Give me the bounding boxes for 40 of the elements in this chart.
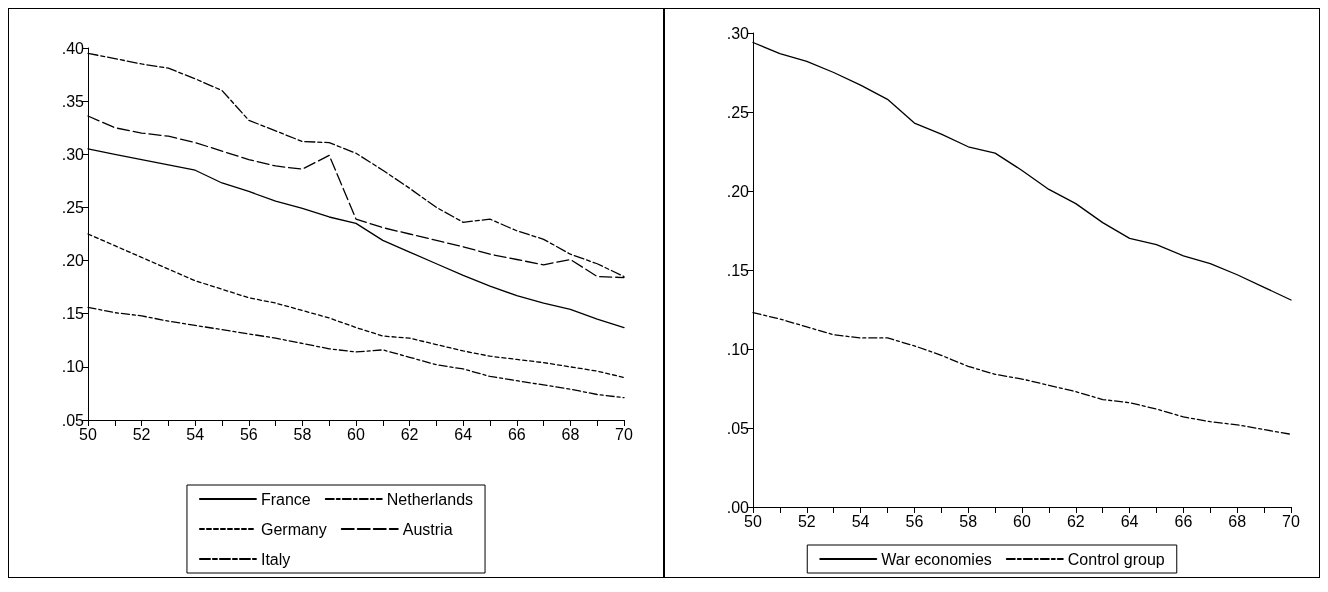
x-tick-label: 52 (797, 512, 816, 530)
x-tick-label: 58 (293, 425, 312, 443)
x-tick-label: 56 (905, 512, 924, 530)
y-tick-label: .20 (726, 182, 750, 200)
y-tick-label: .20 (61, 252, 85, 270)
x-tick-label: 60 (347, 425, 365, 443)
x-tick-label: 64 (1120, 512, 1139, 530)
x-tick-label: 60 (1013, 512, 1031, 530)
y-tick-label: .30 (726, 24, 750, 42)
x-tick-label: 64 (454, 425, 473, 443)
y-tick-label: .25 (726, 103, 750, 121)
x-tick-label: 70 (615, 425, 633, 443)
y-tick-label: .15 (61, 305, 85, 323)
y-tick-label: .40 (61, 39, 85, 57)
y-tick-label: .30 (61, 145, 85, 163)
y-tick-label: .35 (61, 92, 85, 110)
legend-label: Austria (402, 520, 453, 538)
x-tick-label: 66 (1174, 512, 1193, 530)
y-tick-label: .10 (61, 358, 85, 376)
legend-label: France (260, 490, 311, 508)
x-tick-label: 62 (400, 425, 419, 443)
x-tick-label: 56 (239, 425, 258, 443)
x-tick-label: 54 (186, 425, 205, 443)
x-tick-label: 62 (1066, 512, 1085, 530)
y-tick-label: .25 (61, 198, 85, 216)
legend-label: War economies (881, 550, 992, 568)
legend-label: Control group (1067, 550, 1165, 568)
x-tick-label: 68 (561, 425, 580, 443)
legend-label: Netherlands (386, 490, 474, 508)
x-tick-label: 68 (1228, 512, 1247, 530)
x-tick-label: 58 (959, 512, 978, 530)
x-tick-label: 70 (1282, 512, 1300, 530)
legend-label: Italy (260, 550, 291, 568)
y-tick-label: .05 (726, 419, 750, 437)
y-tick-label: .10 (726, 340, 750, 358)
legend-label: Germany (260, 520, 327, 538)
x-tick-label: 54 (851, 512, 870, 530)
x-tick-label: 52 (132, 425, 151, 443)
y-tick-label: .15 (726, 261, 750, 279)
x-tick-label: 66 (507, 425, 526, 443)
